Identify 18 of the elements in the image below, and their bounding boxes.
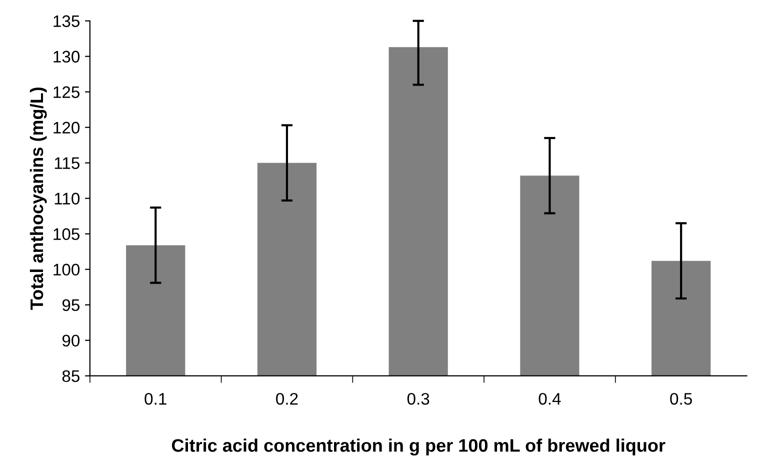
y-tick-label: 95 [62,299,80,312]
x-tick-label: 0.4 [538,392,561,405]
y-tick-label: 90 [62,334,80,347]
y-tick-label: 115 [54,157,80,170]
y-tick-label: 100 [54,264,80,276]
y-tick-label: 130 [54,50,80,63]
y-axis-title: Total anthocyanins (mg/L) [30,88,47,310]
y-tick-label: 125 [54,86,80,98]
y-tick-label: 105 [54,228,80,240]
y-tick-label: 120 [54,122,80,134]
y-tick-label: 85 [62,370,80,382]
x-tick-label: 0.3 [407,392,430,405]
y-tick-label: 135 [54,15,80,28]
x-tick-label: 0.5 [670,392,692,405]
x-axis-title: Citric acid concentration in g per 100 mL of brewed liquor [172,438,666,456]
x-tick-label: 0.2 [276,392,298,405]
x-tick-label: 0.1 [144,392,166,405]
y-tick-label: 110 [54,192,80,205]
